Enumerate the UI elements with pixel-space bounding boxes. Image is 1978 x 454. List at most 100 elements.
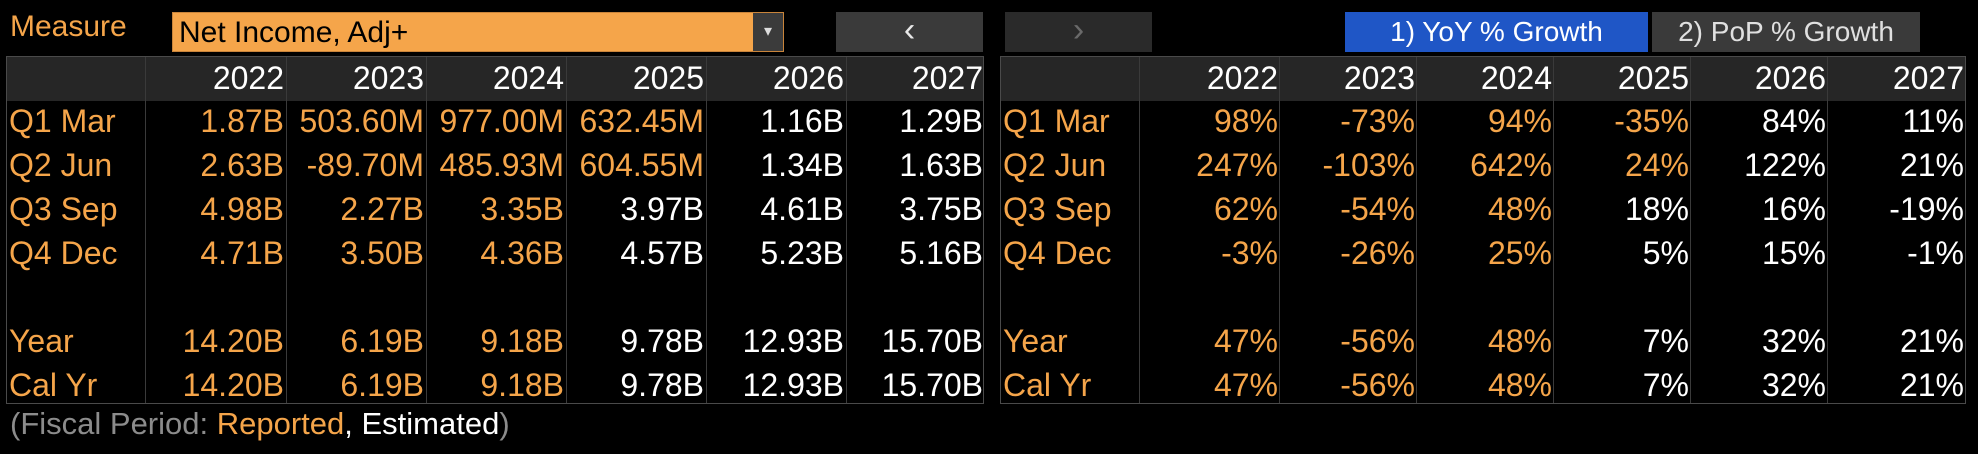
values-cell[interactable]: 12.93B — [742, 367, 844, 403]
growth-cell[interactable]: -26% — [1340, 235, 1415, 271]
legend-open: (Fiscal Period: — [10, 406, 217, 441]
values-cell[interactable]: 14.20B — [182, 367, 284, 403]
values-cell[interactable]: 4.61B — [760, 191, 844, 227]
growth-cell[interactable]: 98% — [1213, 103, 1278, 139]
growth-cell[interactable]: 48% — [1487, 191, 1552, 227]
growth-cell[interactable]: 7% — [1642, 323, 1689, 359]
values-table: 2022 2023 2024 2025 2026 2027 Q1 Mar 1.87B 503.6… — [6, 56, 984, 404]
growth-cell[interactable]: 11% — [1902, 103, 1964, 139]
growth-table: 2022 2023 2024 2025 2026 2027 Q1 Mar 98% -73% 94%… — [1000, 56, 1966, 404]
growth-cell[interactable]: 94% — [1487, 103, 1552, 139]
values-cell[interactable]: 1.16B — [760, 103, 844, 139]
growth-cell[interactable]: 32% — [1761, 323, 1826, 359]
growth-cell[interactable]: 247% — [1196, 147, 1278, 183]
growth-cell[interactable]: 48% — [1487, 367, 1552, 403]
growth-cell[interactable]: 15% — [1761, 235, 1826, 271]
values-cell[interactable]: 604.55M — [579, 147, 704, 183]
values-cell[interactable]: 5.23B — [760, 235, 844, 271]
values-row-label: Q4 Dec — [9, 235, 118, 271]
values-cell[interactable]: 4.71B — [200, 235, 284, 271]
growth-cell[interactable]: 47% — [1213, 367, 1278, 403]
values-header-2022: 2022 — [212, 60, 284, 96]
values-cell[interactable]: 977.00M — [439, 103, 564, 139]
legend-reported: Reported — [216, 406, 345, 441]
values-cell[interactable]: 1.87B — [200, 103, 284, 139]
growth-cell[interactable]: -1% — [1907, 235, 1964, 271]
values-cell[interactable]: 2.27B — [340, 191, 424, 227]
growth-cell[interactable]: 16% — [1761, 191, 1826, 227]
growth-cell[interactable]: -54% — [1340, 191, 1415, 227]
yoy-growth-button[interactable]: 1) YoY % Growth — [1345, 12, 1648, 52]
values-cell[interactable]: 503.60M — [299, 103, 424, 139]
values-cell[interactable]: 9.78B — [620, 367, 704, 403]
growth-cell[interactable]: -56% — [1340, 367, 1415, 403]
values-cell[interactable]: 15.70B — [881, 323, 983, 359]
growth-header-2024: 2024 — [1480, 60, 1552, 96]
growth-row-label: Q2 Jun — [1003, 147, 1107, 183]
growth-cell[interactable]: 21% — [1899, 147, 1964, 183]
values-cell[interactable]: 6.19B — [340, 323, 424, 359]
values-row-label: Cal Yr — [9, 367, 98, 403]
measure-dropdown[interactable]: Net Income, Adj+ ▾ — [172, 12, 784, 52]
growth-cell[interactable]: -19% — [1889, 191, 1964, 227]
growth-cell[interactable]: -35% — [1614, 103, 1689, 139]
growth-cell[interactable]: 7% — [1642, 367, 1689, 403]
growth-cell[interactable]: 48% — [1487, 323, 1552, 359]
values-cell[interactable]: 4.98B — [200, 191, 284, 227]
values-cell[interactable]: 1.29B — [899, 103, 983, 139]
growth-row-label: Q4 Dec — [1003, 235, 1112, 271]
legend-estimated: Estimated — [361, 406, 500, 441]
values-cell[interactable]: 3.97B — [620, 191, 704, 227]
values-cell[interactable]: 1.63B — [899, 147, 983, 183]
values-cell[interactable]: 9.18B — [480, 367, 564, 403]
values-cell[interactable]: 9.18B — [480, 323, 564, 359]
values-cell[interactable]: 3.75B — [899, 191, 983, 227]
pop-growth-button[interactable]: 2) PoP % Growth — [1652, 12, 1920, 52]
growth-cell[interactable]: 47% — [1213, 323, 1278, 359]
values-cell[interactable]: 3.50B — [340, 235, 424, 271]
values-cell[interactable]: -89.70M — [306, 147, 424, 183]
growth-cell[interactable]: 84% — [1761, 103, 1826, 139]
next-period-button[interactable]: › — [1005, 12, 1152, 52]
values-header-2027: 2027 — [911, 60, 983, 96]
growth-cell[interactable]: 32% — [1761, 367, 1826, 403]
growth-cell[interactable]: 21% — [1899, 323, 1964, 359]
growth-cell[interactable]: -73% — [1340, 103, 1415, 139]
growth-cell[interactable]: 5% — [1642, 235, 1689, 271]
values-row-label: Q1 Mar — [9, 103, 116, 139]
values-cell[interactable]: 4.57B — [620, 235, 704, 271]
dropdown-arrow-icon[interactable]: ▾ — [753, 13, 783, 51]
values-header-2026: 2026 — [772, 60, 844, 96]
values-cell[interactable]: 15.70B — [881, 367, 983, 403]
column-divider — [706, 57, 707, 403]
values-row-label: Q3 Sep — [9, 191, 118, 227]
growth-cell[interactable]: -3% — [1221, 235, 1278, 271]
column-divider — [1416, 57, 1417, 403]
values-cell[interactable]: 3.35B — [480, 191, 564, 227]
values-cell[interactable]: 1.34B — [760, 147, 844, 183]
values-cell[interactable]: 12.93B — [742, 323, 844, 359]
growth-cell[interactable]: -103% — [1322, 147, 1416, 183]
growth-table-header — [1001, 57, 1965, 101]
values-cell[interactable]: 5.16B — [899, 235, 983, 271]
growth-cell[interactable]: 25% — [1487, 235, 1552, 271]
growth-cell[interactable]: 642% — [1470, 147, 1552, 183]
growth-cell[interactable]: 62% — [1213, 191, 1278, 227]
growth-cell[interactable]: 122% — [1744, 147, 1826, 183]
measure-label: Measure — [10, 10, 127, 43]
values-cell[interactable]: 9.78B — [620, 323, 704, 359]
values-cell[interactable]: 6.19B — [340, 367, 424, 403]
values-cell[interactable]: 14.20B — [182, 323, 284, 359]
values-header-2023: 2023 — [352, 60, 424, 96]
values-cell[interactable]: 632.45M — [579, 103, 704, 139]
values-cell[interactable]: 485.93M — [439, 147, 564, 183]
values-cell[interactable]: 4.36B — [480, 235, 564, 271]
growth-row-label: Year — [1003, 323, 1068, 359]
growth-cell[interactable]: 18% — [1624, 191, 1689, 227]
values-cell[interactable]: 2.63B — [200, 147, 284, 183]
growth-cell[interactable]: 21% — [1899, 367, 1964, 403]
prev-period-button[interactable]: ‹ — [836, 12, 983, 52]
growth-cell[interactable]: 24% — [1624, 147, 1689, 183]
growth-cell[interactable]: -56% — [1340, 323, 1415, 359]
values-header-2024: 2024 — [492, 60, 564, 96]
